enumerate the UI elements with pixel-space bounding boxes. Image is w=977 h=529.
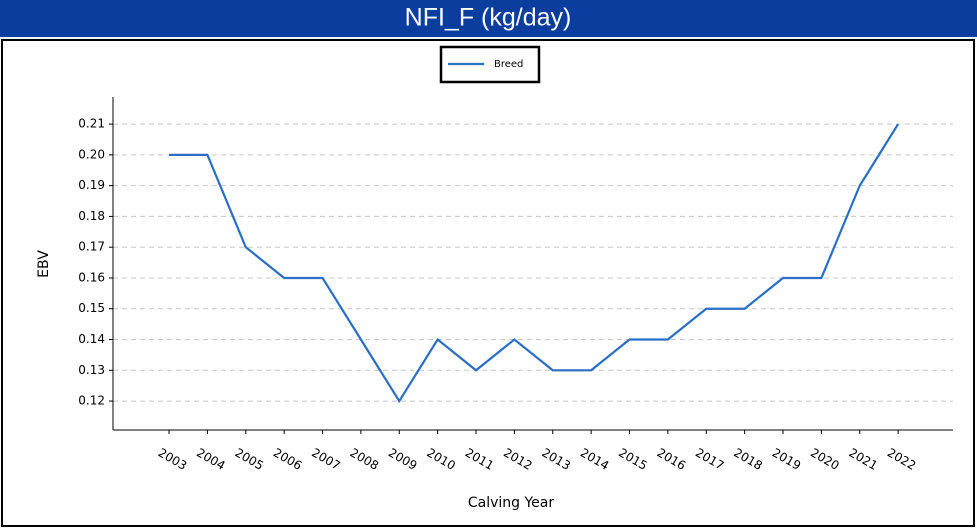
data-line [169,123,900,404]
x-tick-label: 2021 [847,446,880,473]
y-tick-label: 0.13 [78,363,105,377]
x-tick-label: 2017 [693,446,726,473]
y-tick-label: 0.14 [78,332,105,346]
x-axis-label: Calving Year [468,495,555,511]
legend-label: Breed [494,59,523,70]
x-tick-label: 2005 [233,446,266,473]
y-axis-label: EBV [36,250,52,278]
x-tick-label: 2019 [770,446,803,473]
x-tick-label: 2003 [156,446,189,473]
x-tick-label: 2013 [540,446,573,473]
y-tick-label: 0.19 [78,178,105,192]
frame [1,39,975,527]
x-tick-label: 2020 [808,446,841,473]
x-tick-label: 2006 [271,446,304,473]
x-tick-label: 2018 [731,446,764,473]
y-tick-label: 0.16 [78,270,105,284]
x-tick-label: 2008 [348,446,381,473]
chart-title: NFI_F (kg/day) [405,4,572,32]
x-tick-label: 2014 [578,446,611,473]
x-tick-label: 2004 [194,446,227,473]
y-tick-label: 0.17 [78,240,105,254]
x-tick-label: 2007 [309,446,342,473]
x-tick-label: 2010 [424,446,457,473]
x-tick-label: 2012 [501,446,534,473]
y-tick-label: 0.15 [78,301,105,315]
y-tick-label: 0.12 [78,394,105,408]
x-tick-label: 2015 [616,446,649,473]
y-tick-label: 0.20 [78,147,105,161]
x-tick-label: 2022 [885,446,918,473]
y-tick-label: 0.21 [78,117,105,131]
x-tick-label: 2016 [655,446,688,473]
title-banner [0,0,977,37]
y-tick-label: 0.18 [78,209,105,223]
x-tick-label: 2011 [463,446,496,473]
x-tick-label: 2009 [386,446,419,473]
